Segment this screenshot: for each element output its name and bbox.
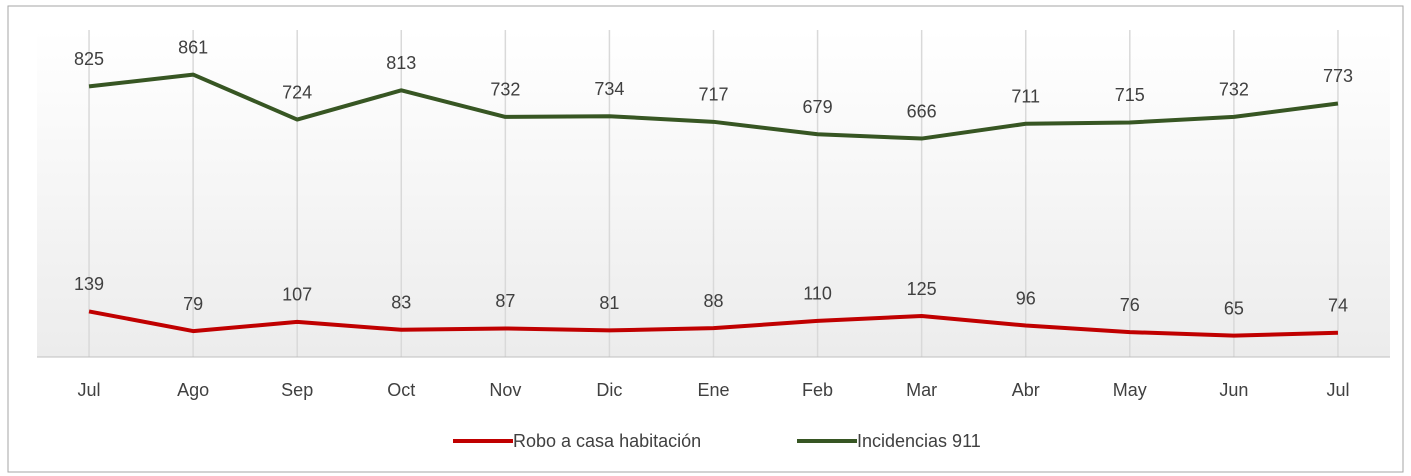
data-label: 734 bbox=[594, 79, 624, 99]
data-label: 666 bbox=[907, 101, 937, 121]
x-tick-label: Jul bbox=[78, 380, 101, 400]
x-tick-label: Abr bbox=[1012, 380, 1040, 400]
x-tick-label: Oct bbox=[387, 380, 415, 400]
data-label: 83 bbox=[391, 293, 411, 313]
data-label: 107 bbox=[282, 285, 312, 305]
x-tick-label: Jun bbox=[1219, 380, 1248, 400]
data-label: 76 bbox=[1120, 295, 1140, 315]
data-label: 125 bbox=[907, 279, 937, 299]
x-tick-label: May bbox=[1113, 380, 1147, 400]
data-label: 96 bbox=[1016, 288, 1036, 308]
data-label: 87 bbox=[495, 291, 515, 311]
data-label: 717 bbox=[698, 85, 728, 105]
data-label: 813 bbox=[386, 53, 416, 73]
data-label: 79 bbox=[183, 294, 203, 314]
legend-label: Robo a casa habitación bbox=[513, 431, 701, 451]
data-label: 825 bbox=[74, 49, 104, 69]
data-label: 679 bbox=[803, 97, 833, 117]
data-label: 139 bbox=[74, 274, 104, 294]
x-tick-label: Mar bbox=[906, 380, 937, 400]
data-label: 773 bbox=[1323, 66, 1353, 86]
data-label: 81 bbox=[599, 293, 619, 313]
x-tick-label: Ene bbox=[697, 380, 729, 400]
data-label: 711 bbox=[1011, 87, 1040, 107]
data-label: 88 bbox=[703, 291, 723, 311]
data-label: 715 bbox=[1115, 85, 1145, 105]
x-tick-label: Feb bbox=[802, 380, 833, 400]
x-tick-label: Ago bbox=[177, 380, 209, 400]
data-label: 74 bbox=[1328, 295, 1348, 315]
data-label: 724 bbox=[282, 82, 312, 102]
x-tick-label: Jul bbox=[1326, 380, 1349, 400]
data-label: 110 bbox=[803, 284, 832, 304]
data-label: 732 bbox=[1219, 80, 1249, 100]
x-tick-label: Sep bbox=[281, 380, 313, 400]
legend-label: Incidencias 911 bbox=[857, 431, 981, 451]
series-line bbox=[88, 72, 1339, 141]
series-line bbox=[88, 309, 1339, 338]
data-label: 65 bbox=[1224, 298, 1244, 318]
data-label: 732 bbox=[490, 80, 520, 100]
data-label: 861 bbox=[178, 37, 208, 57]
x-tick-label: Dic bbox=[596, 380, 622, 400]
x-tick-label: Nov bbox=[489, 380, 521, 400]
